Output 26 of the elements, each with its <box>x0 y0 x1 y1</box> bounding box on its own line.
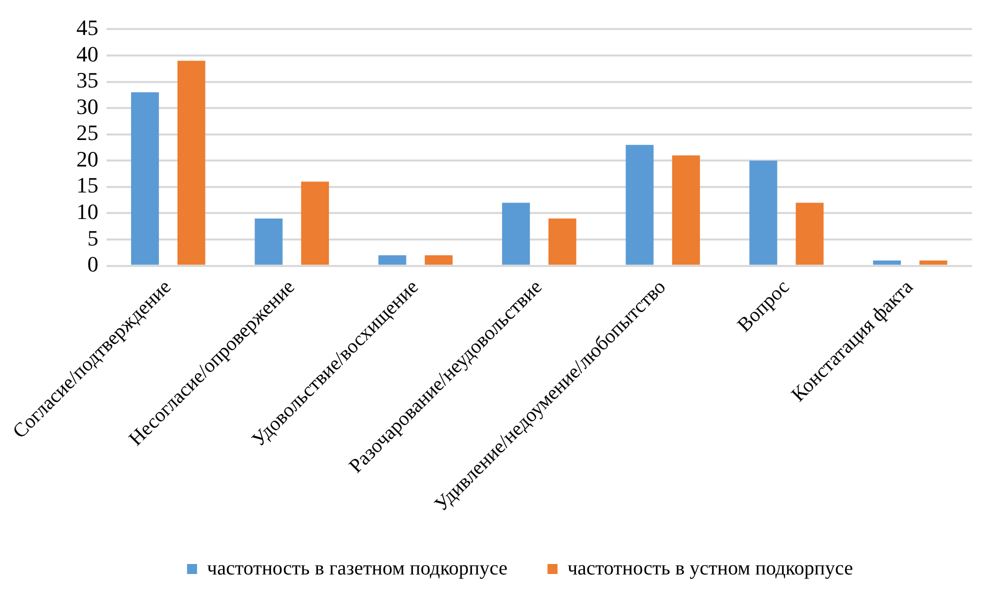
bar <box>301 182 329 265</box>
y-tick-label: 35 <box>76 68 98 93</box>
legend-label: частотность в газетном подкорпусе <box>207 557 508 580</box>
y-tick-label: 15 <box>76 172 98 198</box>
y-tick-label: 20 <box>76 146 98 172</box>
bar <box>873 260 901 265</box>
bar <box>672 155 700 265</box>
y-tick-label: 45 <box>76 14 98 40</box>
bar <box>548 218 576 265</box>
y-tick-label: 25 <box>76 120 98 146</box>
y-tick-label: 5 <box>87 225 98 250</box>
bar <box>177 60 206 265</box>
y-tick-label: 10 <box>76 199 98 224</box>
y-tick-label: 40 <box>76 41 98 66</box>
legend-label: частотность в устном подкорпусе <box>567 557 854 580</box>
y-tick-label: 0 <box>87 252 98 277</box>
bar <box>502 202 530 265</box>
bar <box>919 260 948 265</box>
bar <box>424 255 453 265</box>
bar <box>378 255 406 265</box>
bar <box>131 92 159 265</box>
y-tick-label: 30 <box>76 94 98 119</box>
bar <box>626 144 654 265</box>
bar <box>796 202 824 265</box>
bar <box>749 160 778 265</box>
bar <box>254 218 283 265</box>
